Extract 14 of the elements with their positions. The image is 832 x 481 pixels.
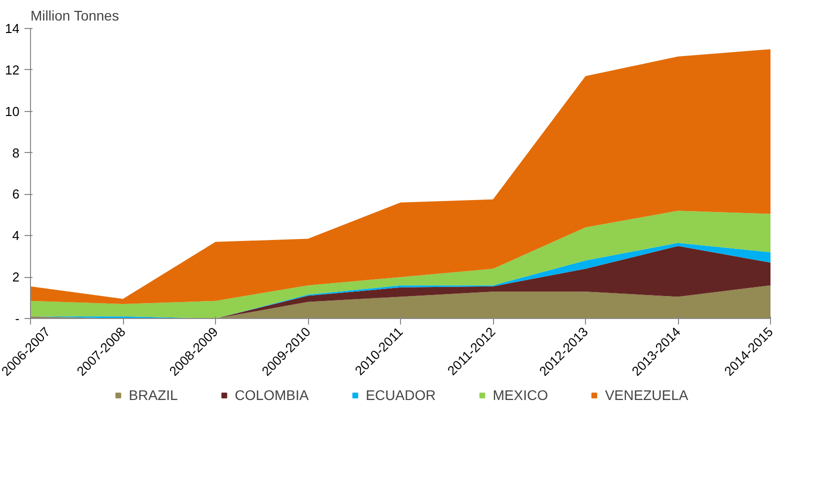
legend-label: COLOMBIA: [234, 387, 309, 403]
y-tick-label: -: [15, 311, 20, 326]
legend-label: VENEZUELA: [604, 387, 688, 403]
legend-label: ECUADOR: [366, 387, 436, 403]
y-tick-label: 6: [12, 186, 20, 202]
y-axis-title: Million Tonnes: [30, 8, 119, 24]
y-tick-label: 2: [12, 270, 20, 285]
y-tick-label: 14: [5, 21, 20, 36]
y-tick-label: 12: [5, 62, 20, 78]
legend-label: BRAZIL: [128, 387, 178, 403]
legend-label: MEXICO: [492, 387, 548, 403]
y-tick-label: 10: [5, 104, 20, 119]
y-tick-label: 8: [12, 145, 20, 160]
y-tick-label: 4: [12, 228, 20, 244]
